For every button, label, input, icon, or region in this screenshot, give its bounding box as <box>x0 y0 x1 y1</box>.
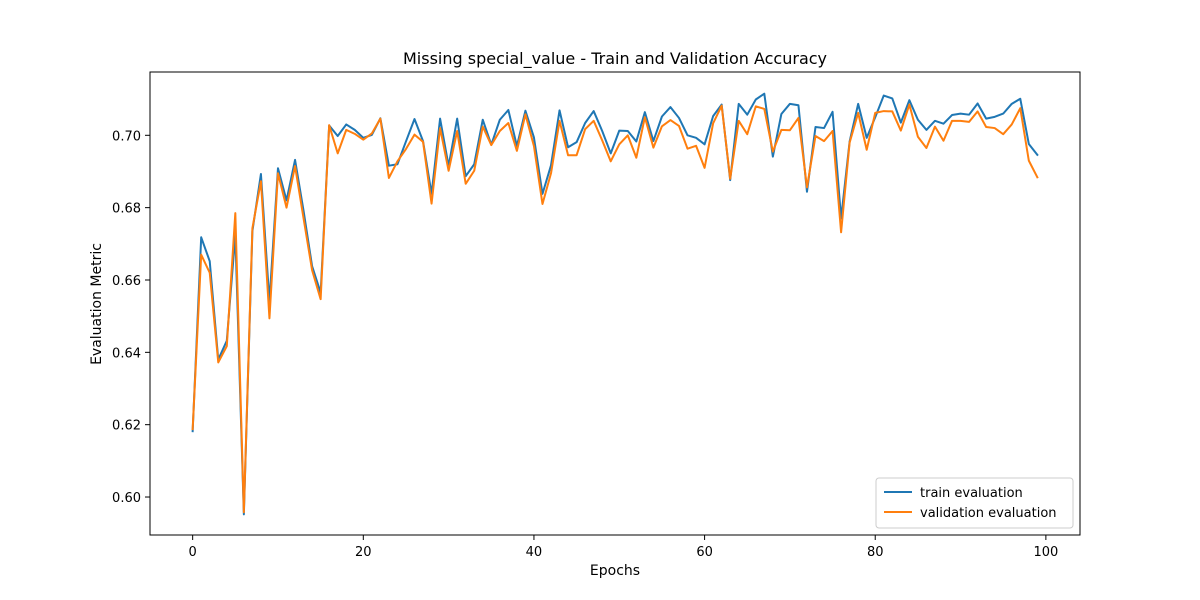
plot-area: 0 20 40 60 80 100 0.60 0.62 0.64 0.66 0.68 0.70 <box>112 71 1081 560</box>
x-tick-label: 20 <box>355 545 372 560</box>
x-tick-label: 100 <box>1033 545 1058 560</box>
y-tick-label: 0.68 <box>112 202 141 217</box>
x-tick-label: 0 <box>189 545 197 560</box>
legend: train evaluation validation evaluation <box>875 477 1074 529</box>
legend-label-2: validation evaluation <box>920 506 1057 521</box>
y-tick-label: 0.64 <box>112 346 141 361</box>
chart-title: Missing special_value - Train and Valida… <box>403 49 827 69</box>
series-line-1 <box>191 92 1039 516</box>
axes-frame <box>149 71 1081 536</box>
legend-label-1: train evaluation <box>920 486 1023 501</box>
y-tick-label: 0.66 <box>112 274 141 289</box>
legend-box <box>875 477 1074 529</box>
y-tick-label: 0.60 <box>112 491 141 506</box>
x-tick-label: 80 <box>867 545 884 560</box>
y-axis-label: Evaluation Metric <box>89 243 105 365</box>
x-tick-label: 40 <box>526 545 543 560</box>
x-axis-label: Epochs <box>590 563 640 579</box>
y-tick-label: 0.62 <box>112 419 141 434</box>
y-tick-label: 0.70 <box>112 129 141 144</box>
series-line-2 <box>191 103 1039 514</box>
x-tick-label: 60 <box>696 545 713 560</box>
